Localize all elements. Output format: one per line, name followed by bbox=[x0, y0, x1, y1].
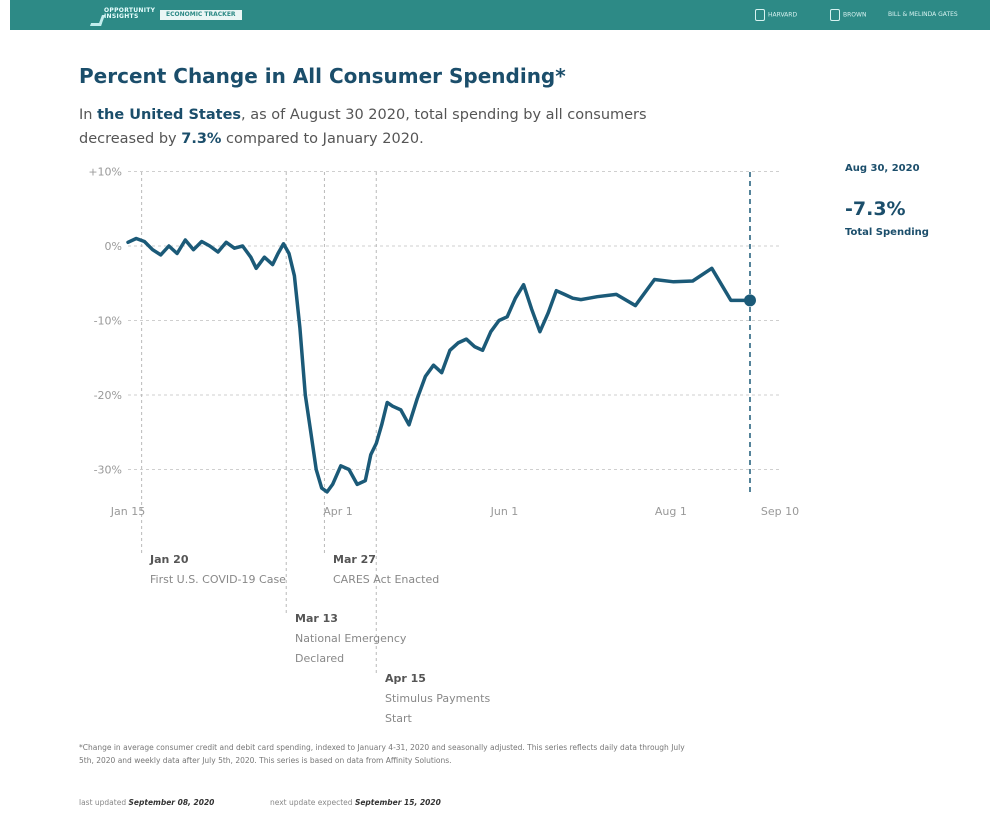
y-tick-label: -30% bbox=[94, 464, 122, 477]
x-axis-ticks: Jan 15 Apr 1 Jun 1 Aug 1 Sep 10 bbox=[110, 505, 799, 518]
page-subtitle: In the United States, as of August 30 20… bbox=[79, 103, 719, 151]
spending-chart: +10% 0% -10% -20% -30% Jan 15 Apr 1 Jun 1 Aug 1… bbox=[88, 166, 799, 675]
event-date: Apr 15 bbox=[385, 672, 426, 685]
event-label: CARES Act Enacted bbox=[333, 573, 440, 586]
y-axis-ticks: +10% 0% -10% -20% -30% bbox=[88, 166, 122, 477]
page-title: Percent Change in All Consumer Spending* bbox=[79, 64, 566, 88]
event-date: Mar 27 bbox=[333, 553, 376, 566]
next-update: next update expected September 15, 2020 bbox=[270, 798, 441, 807]
event-date: Jan 20 bbox=[150, 553, 189, 566]
x-tick-label: Jan 15 bbox=[110, 505, 145, 518]
x-tick-label: Aug 1 bbox=[655, 505, 687, 518]
subtitle-value: 7.3% bbox=[181, 131, 222, 147]
event-label: National Emergency Declared bbox=[295, 632, 407, 665]
y-tick-label: +10% bbox=[88, 166, 122, 179]
subtitle-region[interactable]: the United States bbox=[97, 107, 242, 123]
last-updated: last updated September 08, 2020 bbox=[79, 798, 215, 807]
partner-logo-gates[interactable]: BILL & MELINDA GATES bbox=[888, 11, 958, 18]
subtitle-suffix: compared to January 2020. bbox=[221, 131, 424, 147]
shield-icon bbox=[755, 9, 765, 21]
subtitle-mid: , as of August 30 2020, total spending b… bbox=[79, 107, 647, 147]
partner-logo-harvard[interactable]: HARVARD bbox=[755, 9, 797, 21]
x-tick-label: Apr 1 bbox=[323, 505, 353, 518]
logo-text: OPPORTUNITY INSIGHTS bbox=[104, 7, 156, 20]
grid-lines bbox=[128, 171, 780, 470]
event-date: Mar 13 bbox=[295, 612, 338, 625]
spending-line bbox=[126, 236, 752, 494]
event-annotation-jan20: Jan 20 First U.S. COVID-19 Case bbox=[150, 550, 300, 590]
shield-icon bbox=[830, 9, 840, 21]
x-tick-label: Jun 1 bbox=[490, 505, 519, 518]
footnote: *Change in average consumer credit and d… bbox=[79, 743, 685, 765]
event-label: First U.S. COVID-19 Case bbox=[150, 573, 286, 586]
y-tick-label: -10% bbox=[94, 315, 122, 328]
event-annotation-mar13: Mar 13 National Emergency Declared bbox=[295, 609, 430, 669]
subtitle-prefix: In bbox=[79, 107, 98, 123]
economic-tracker-tag[interactable]: ECONOMIC TRACKER bbox=[160, 10, 242, 20]
event-label: Stimulus Payments Start bbox=[385, 692, 491, 725]
x-tick-label: Sep 10 bbox=[761, 505, 799, 518]
opportunity-insights-logo[interactable]: OPPORTUNITY INSIGHTS bbox=[89, 7, 158, 26]
callout-date: Aug 30, 2020 bbox=[845, 163, 920, 174]
event-annotation-mar27: Mar 27 CARES Act Enacted bbox=[333, 550, 473, 590]
callout-value: -7.3% bbox=[845, 198, 906, 220]
logo-mark-icon bbox=[89, 15, 106, 26]
callout-label: Total Spending bbox=[845, 227, 929, 238]
partner-logo-brown[interactable]: BROWN bbox=[830, 9, 866, 21]
event-annotation-apr15: Apr 15 Stimulus Payments Start bbox=[385, 669, 515, 729]
latest-point-marker[interactable] bbox=[743, 294, 756, 307]
y-tick-label: -20% bbox=[94, 389, 122, 402]
y-tick-label: 0% bbox=[105, 240, 122, 253]
header-bar: OPPORTUNITY INSIGHTS ECONOMIC TRACKER HA… bbox=[10, 0, 990, 30]
